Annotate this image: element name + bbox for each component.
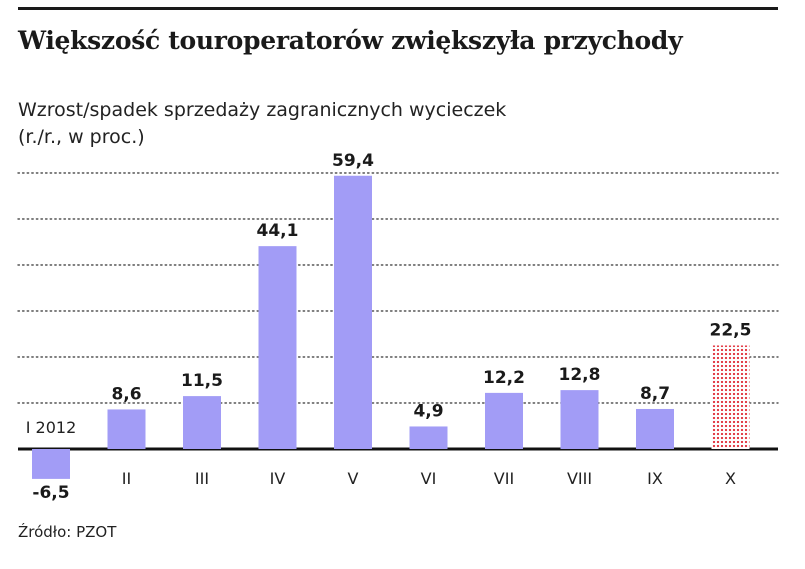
- category-label: VIII: [567, 469, 592, 488]
- category-label: VI: [421, 469, 437, 488]
- bar: [560, 390, 599, 449]
- category-label: VII: [494, 469, 514, 488]
- bar: [485, 392, 523, 449]
- category-label: IX: [647, 469, 663, 488]
- value-label: 12,2: [483, 368, 525, 388]
- chart-subtitle: Wzrost/spadek sprzedaży zagranicznych wy…: [18, 97, 718, 151]
- subtitle-line-2: (r./r., w proc.): [18, 126, 145, 148]
- bar: [409, 426, 448, 449]
- category-label: X: [725, 469, 736, 488]
- bar-forecast: [711, 345, 750, 449]
- value-label: 11,5: [181, 371, 223, 391]
- category-label: II: [122, 469, 131, 488]
- value-labels: -6,5 8,6 11,5 44,1 59,4 4,9 12,2 12,8 8,7 22,5: [32, 151, 751, 503]
- value-label: 44,1: [257, 221, 299, 241]
- value-label: 8,6: [111, 384, 141, 404]
- value-label: -6,5: [32, 483, 69, 503]
- bars: [32, 175, 750, 479]
- bar: [636, 408, 674, 449]
- value-label: 59,4: [332, 151, 374, 171]
- bar: [258, 246, 297, 449]
- category-label: V: [348, 469, 359, 488]
- value-label: 12,8: [559, 365, 601, 385]
- source-note: Źródło: PZOT: [18, 523, 117, 541]
- value-label: 8,7: [640, 384, 670, 404]
- category-label: IV: [270, 469, 286, 488]
- chart-title: Większość touroperatorów zwiększyła przy…: [18, 26, 683, 55]
- subtitle-line-1: Wzrost/spadek sprzedaży zagranicznych wy…: [18, 99, 507, 121]
- category-label: III: [195, 469, 209, 488]
- top-rule: [18, 7, 778, 10]
- bar: [32, 449, 70, 479]
- bar: [107, 409, 146, 449]
- category-label: I 2012: [26, 418, 77, 437]
- bar: [334, 175, 372, 449]
- value-label: 4,9: [413, 401, 443, 421]
- bar: [183, 396, 221, 449]
- gridlines: [17, 172, 779, 451]
- value-label: 22,5: [710, 321, 752, 341]
